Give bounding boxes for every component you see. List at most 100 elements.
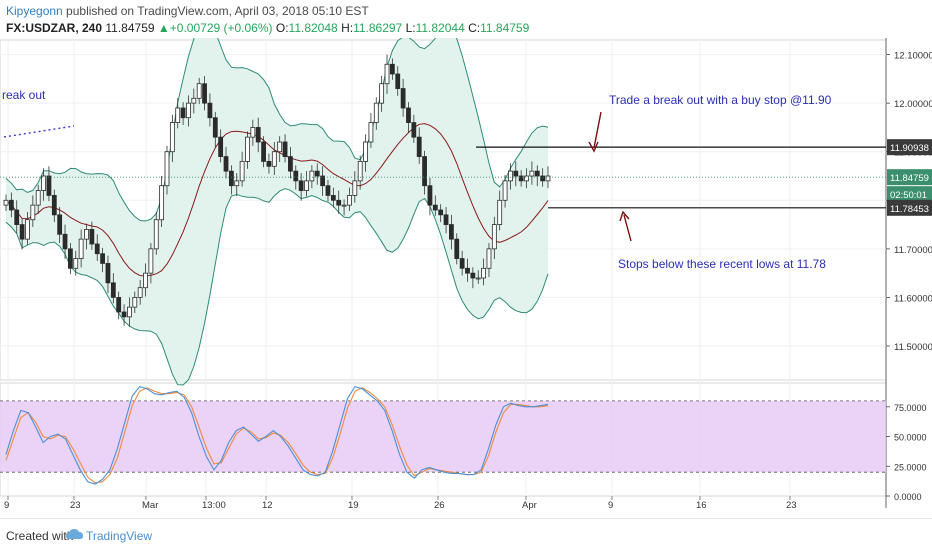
candle-body [330,195,336,201]
price-tick-label: 11.50000 [894,342,932,353]
low-label: L: [405,21,416,35]
candle-body [459,258,465,269]
candle-body [164,151,170,187]
candle-body [389,63,395,75]
candle-body [336,199,342,206]
candle-body [309,170,315,182]
candle-body [223,156,229,172]
candle-body [218,136,224,157]
author-link[interactable]: Kipyegonn [6,4,63,18]
candle-body [67,248,73,269]
high-value: 11.86297 [353,21,403,35]
candle-body [153,219,159,250]
stoch-tick-label: 25.0000 [894,462,927,472]
candle-body [427,185,433,206]
candle-body [357,161,363,182]
resistance-price-tag: 11.90938 [890,143,929,154]
published-text: published on TradingView.com, April 03, … [62,4,369,18]
candle-body [443,214,449,225]
candle-body [475,277,481,280]
candle-body [94,243,100,255]
candle-body [400,88,406,109]
price-tick-label: 11.70000 [894,245,932,256]
candle-body [341,204,347,207]
low-value: 11.82044 [415,21,465,35]
candle-body [89,229,95,245]
bollinger-basis-line [5,123,549,277]
annotation-stops: Stops below these recent lows at 11.78 [618,257,826,271]
candle-body [41,175,46,191]
candle-body [245,136,250,162]
candle-body [8,199,14,211]
created-with-text: Created with [6,529,74,543]
x-tick-label: 9 [4,500,9,511]
candle-body [524,175,529,182]
tradingview-link[interactable]: TradingView [86,529,153,543]
stoch-tick-label: 75.0000 [894,403,927,413]
candle-body [347,195,352,206]
candle-body [368,122,374,143]
change-value: +0.00729 (+0.06%) [169,21,273,35]
candle-body [234,180,240,187]
annotation-buy-stop: Trade a break out with a buy stop @11.90 [609,93,832,107]
x-tick-label: 13:00 [202,500,226,511]
candle-body [180,107,186,119]
candle-body [78,238,84,259]
high-label: H: [341,21,354,35]
arrow-down-head [588,141,599,153]
price-tick-label: 12.10000 [894,51,932,62]
candle-body [19,224,25,240]
x-tick-label: 19 [348,500,359,511]
candle-body [534,170,540,177]
price-tick-label: 12.00000 [894,99,932,110]
candle-body [239,161,245,182]
resistance-price-tag-bg [887,139,932,156]
candle-body [202,83,207,104]
candle-body [454,238,460,259]
arrow-up-head [619,210,630,222]
change-arrow-icon: ▲ [157,21,170,35]
candle-body [159,185,165,221]
symbol-label[interactable]: FX:USDZAR, 240 [6,21,103,35]
stochastic-band [0,400,886,473]
candle-body [14,209,20,225]
candle-body [384,63,390,85]
candle-body [481,267,487,279]
candle-body [62,233,68,250]
candle-body [212,117,218,138]
candle-body [325,185,331,196]
candle-body [105,263,111,284]
candle-body [508,170,513,182]
candle-body [470,272,476,279]
last-price-tag-bg [887,169,932,186]
x-tick-label: 12 [262,500,273,511]
candle-body [143,272,148,289]
candle-body [84,229,89,240]
x-tick-label: 23 [70,500,81,511]
ohlc-legend: FX:USDZAR, 240 11.84759 ▲+0.00729 (+0.06… [6,21,529,35]
candle-body [73,258,79,269]
x-tick-label: 23 [786,500,797,511]
candle-body [304,180,309,191]
publication-info: Kipyegonn published on TradingView.com, … [6,4,369,18]
candle-body [422,156,427,187]
candle-body [186,102,191,119]
candle-body [379,83,385,104]
candle-body [432,204,438,211]
candle-body [282,141,288,157]
candle-body [486,248,492,269]
candle-body [363,141,368,162]
candle-body [148,248,154,274]
price-chart[interactable]: 12.1000012.0000011.9000011.8000011.70000… [0,38,932,518]
candles-group [3,54,551,328]
arrow-down-shaft [593,111,602,149]
candle-body [277,141,283,153]
candle-body [513,170,519,177]
candle-body [529,170,535,177]
last-price: 11.84759 [105,21,155,35]
x-tick-label: 9 [608,500,613,511]
candle-body [30,204,36,221]
candle-body [497,199,503,225]
footer: Created with TradingView [0,518,932,551]
candle-body [207,102,213,119]
